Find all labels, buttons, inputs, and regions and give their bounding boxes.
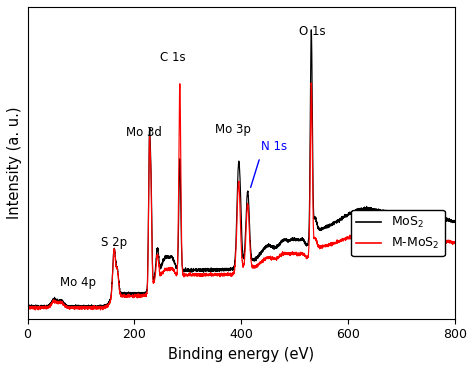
Text: O 1s: O 1s: [299, 25, 325, 38]
MoS$_2$: [376, 209, 382, 213]
MoS$_2$: [102, 304, 108, 308]
Text: C 1s: C 1s: [160, 51, 186, 64]
M-MoS$_2$: [303, 254, 309, 259]
Text: N 1s: N 1s: [261, 140, 287, 153]
Text: S 2p: S 2p: [101, 236, 127, 249]
M-MoS$_2$: [281, 251, 287, 255]
M-MoS$_2$: [188, 272, 194, 277]
M-MoS$_2$: [376, 233, 382, 238]
M-MoS$_2$: [452, 241, 458, 246]
MoS$_2$: [281, 238, 287, 242]
MoS$_2$: [25, 303, 30, 308]
Legend: MoS$_2$, M-MoS$_2$: MoS$_2$, M-MoS$_2$: [351, 210, 445, 256]
Text: Mo 3d: Mo 3d: [126, 125, 162, 138]
Text: Mo 4p: Mo 4p: [60, 276, 96, 289]
M-MoS$_2$: [344, 235, 349, 240]
MoS$_2$: [344, 213, 349, 217]
MoS$_2$: [188, 268, 194, 272]
Text: Mo 3p: Mo 3p: [215, 123, 251, 136]
X-axis label: Binding energy (eV): Binding energy (eV): [168, 347, 314, 362]
MoS$_2$: [452, 220, 458, 225]
M-MoS$_2$: [102, 303, 108, 308]
M-MoS$_2$: [32, 308, 38, 312]
MoS$_2$: [309, 28, 314, 32]
M-MoS$_2$: [25, 306, 30, 310]
Line: M-MoS$_2$: M-MoS$_2$: [27, 83, 455, 310]
MoS$_2$: [303, 241, 309, 246]
Line: MoS$_2$: MoS$_2$: [27, 30, 455, 308]
M-MoS$_2$: [309, 81, 314, 85]
Y-axis label: Intensity (a. u.): Intensity (a. u.): [7, 107, 22, 219]
MoS$_2$: [83, 306, 89, 311]
